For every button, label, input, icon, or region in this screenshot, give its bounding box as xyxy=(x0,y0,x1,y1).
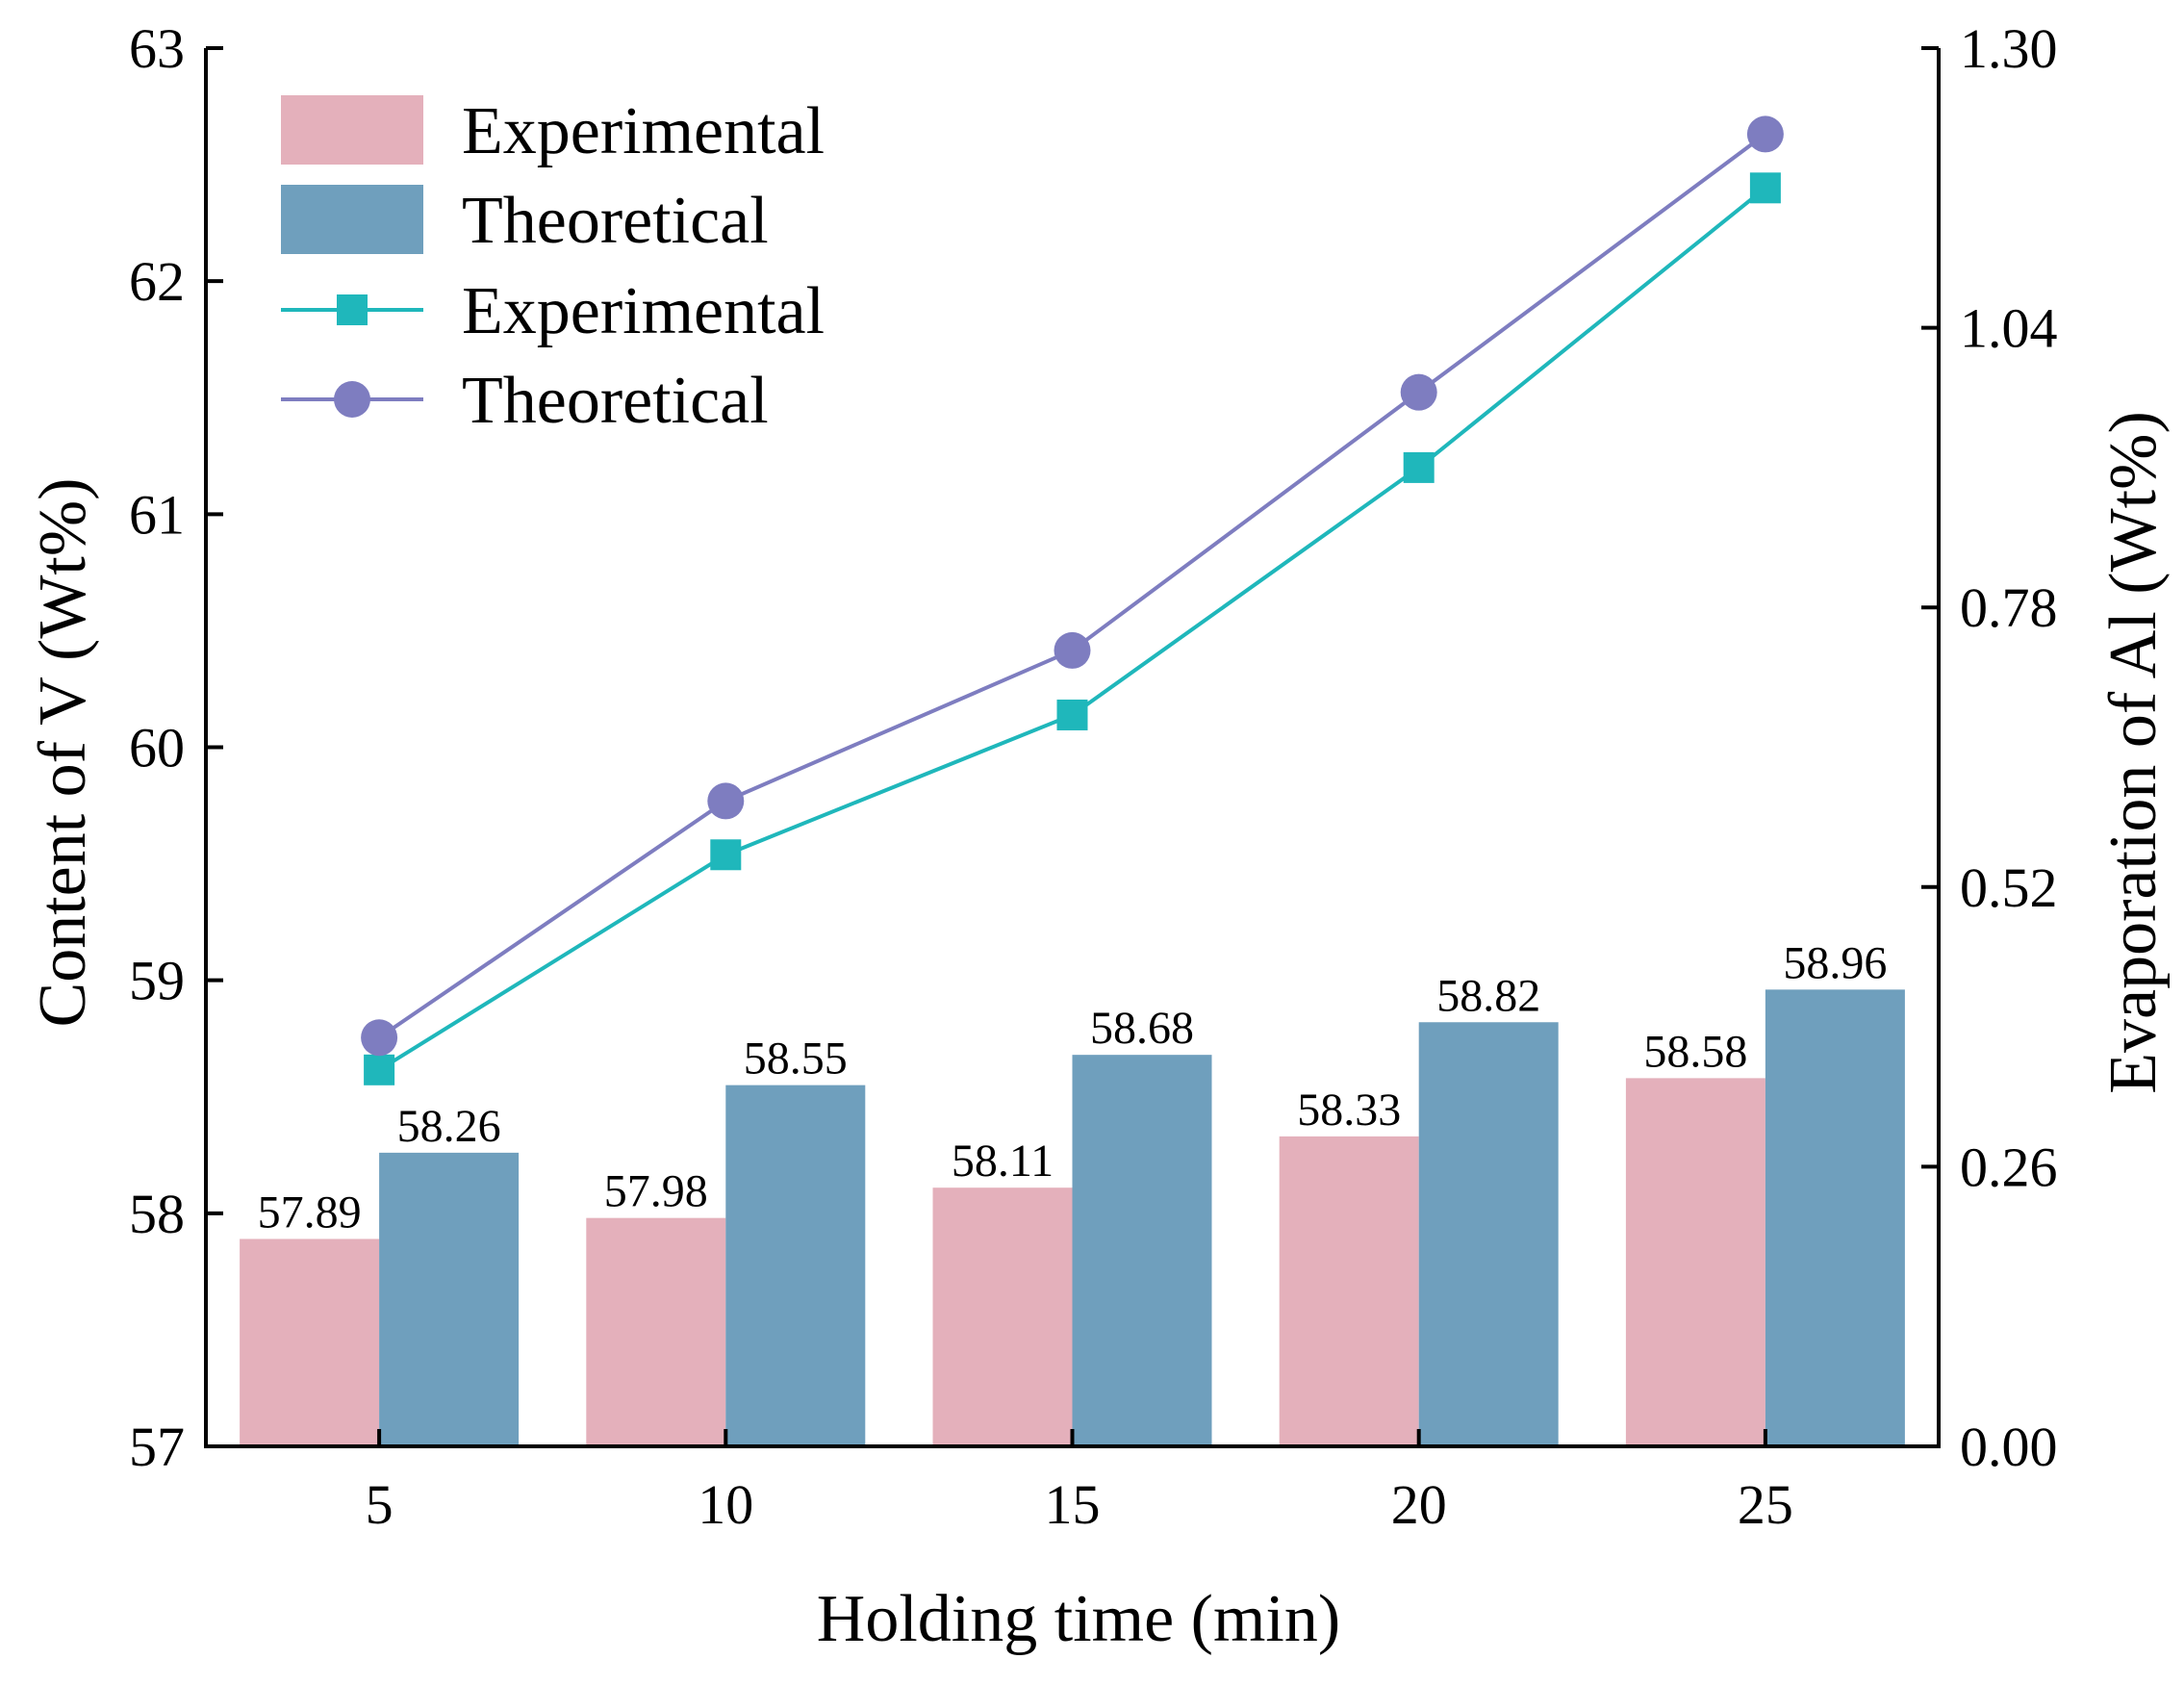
bar-theoretical-15 xyxy=(1072,1055,1212,1446)
right-y-tick-label: 1.04 xyxy=(1960,297,2058,360)
marker-circle-5 xyxy=(361,1019,398,1057)
bar-value-label: 58.26 xyxy=(397,1101,501,1152)
legend-label: Theoretical xyxy=(462,184,769,258)
bar-value-label: 58.58 xyxy=(1643,1026,1747,1077)
left-y-tick-label: 61 xyxy=(129,483,185,546)
x-tick-label: 20 xyxy=(1391,1473,1447,1536)
legend-label: Experimental xyxy=(462,94,825,168)
legend-swatch-bar xyxy=(281,95,423,165)
legend-marker-square xyxy=(337,294,368,325)
bar-value-label: 57.98 xyxy=(604,1166,708,1217)
marker-circle-15 xyxy=(1054,631,1091,669)
marker-square-15 xyxy=(1056,699,1088,730)
bar-experimental-20 xyxy=(1279,1136,1419,1446)
bar-value-label: 57.89 xyxy=(258,1187,362,1238)
right-y-tick-label: 0.78 xyxy=(1960,576,2058,639)
bar-experimental-10 xyxy=(586,1217,726,1446)
bar-experimental-15 xyxy=(932,1187,1073,1446)
bar-theoretical-5 xyxy=(379,1152,520,1446)
bar-value-label: 58.82 xyxy=(1436,970,1540,1021)
x-tick-label: 10 xyxy=(698,1473,753,1536)
left-y-tick-label: 62 xyxy=(129,250,185,313)
bar-value-label: 58.96 xyxy=(1783,937,1887,988)
line-theoretical xyxy=(377,132,1767,1039)
right-y-tick-label: 0.00 xyxy=(1960,1416,2058,1478)
lines-layer xyxy=(361,115,1784,1085)
data-labels-layer: 57.89 57.98 58.11 58.33 58.58 58.26 58.55 58.68… xyxy=(258,937,1888,1238)
left-y-tick-label: 59 xyxy=(129,950,185,1012)
marker-circle-10 xyxy=(707,782,745,820)
bar-experimental-5 xyxy=(240,1238,380,1446)
left-y-tick-label: 57 xyxy=(129,1416,185,1478)
bar-value-label: 58.33 xyxy=(1297,1085,1401,1136)
left-y-tick-label: 63 xyxy=(129,17,185,80)
left-y-tick-label: 60 xyxy=(129,717,185,779)
marker-square-10 xyxy=(710,839,742,871)
legend: Experimental Theoretical Experimental Theor… xyxy=(281,94,825,438)
marker-square-20 xyxy=(1403,451,1435,483)
x-axis-title: Holding time (min) xyxy=(817,1582,1340,1656)
x-tick-label: 15 xyxy=(1045,1473,1101,1536)
bars-layer xyxy=(240,989,1905,1446)
marker-square-25 xyxy=(1749,172,1781,204)
left-y-axis-title: Content of V (Wt%) xyxy=(26,478,100,1028)
legend-label: Theoretical xyxy=(462,364,769,438)
bar-theoretical-25 xyxy=(1765,989,1905,1446)
marker-circle-25 xyxy=(1746,115,1784,153)
x-tick-label: 5 xyxy=(366,1473,394,1536)
right-y-tick-label: 0.52 xyxy=(1960,856,2058,919)
bar-experimental-25 xyxy=(1625,1078,1765,1446)
legend-marker-circle xyxy=(334,381,370,418)
bar-theoretical-10 xyxy=(725,1085,866,1446)
left-y-tick-label: 58 xyxy=(129,1183,185,1245)
right-y-tick-label: 1.30 xyxy=(1960,17,2058,80)
marker-square-5 xyxy=(364,1054,395,1085)
bar-value-label: 58.68 xyxy=(1090,1003,1194,1054)
bar-value-label: 58.11 xyxy=(952,1136,1054,1187)
legend-swatch-bar xyxy=(281,185,423,254)
x-tick-label: 25 xyxy=(1738,1473,1793,1536)
legend-label: Experimental xyxy=(462,274,825,348)
bar-theoretical-20 xyxy=(1418,1022,1559,1446)
axes-layer: 57 58 59 60 61 62 63 0.00 0.26 0.52 0.78 1.04 1.30 5 1… xyxy=(129,17,2058,1536)
right-y-axis-title: Evaporation of Al (Wt%) xyxy=(2096,411,2171,1094)
right-y-tick-label: 0.26 xyxy=(1960,1136,2058,1198)
marker-circle-20 xyxy=(1400,373,1437,411)
bar-value-label: 58.55 xyxy=(744,1034,848,1085)
